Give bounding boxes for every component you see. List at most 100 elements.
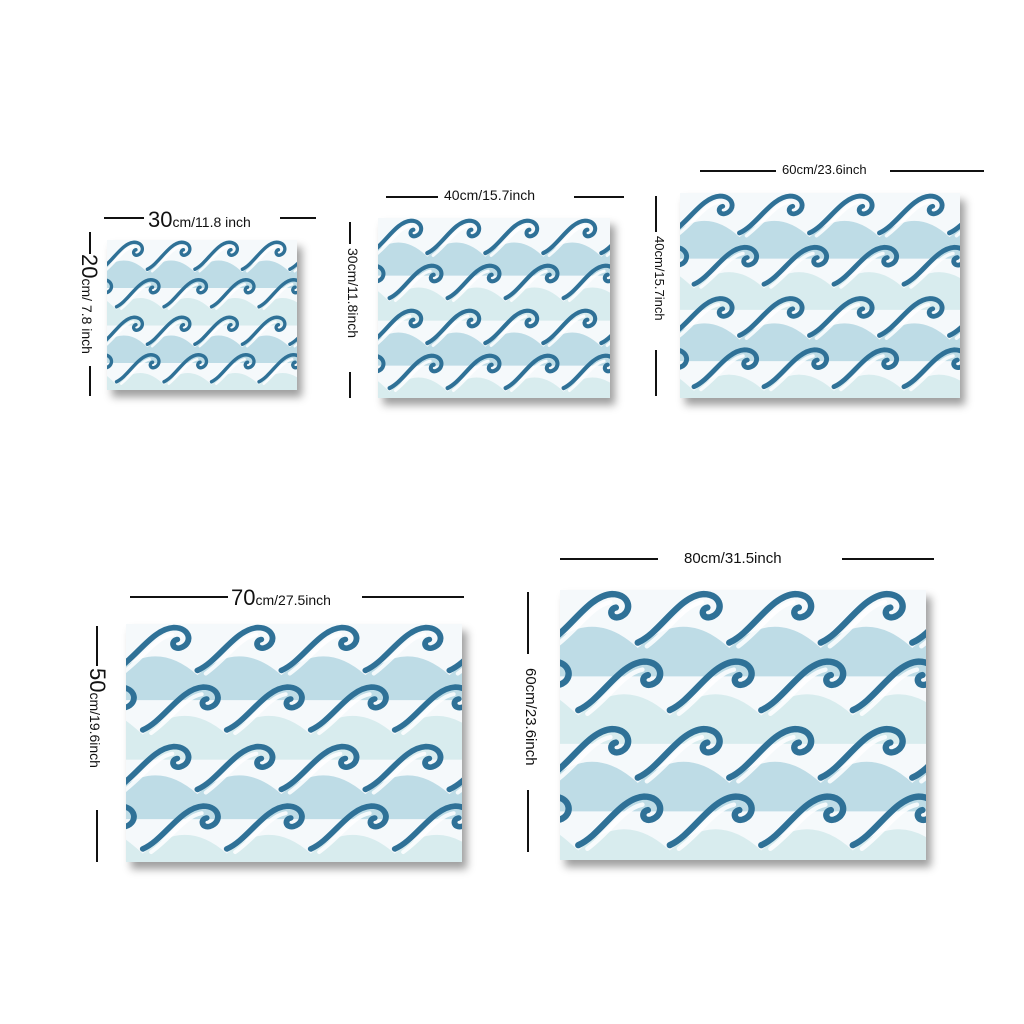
wave-foam bbox=[547, 224, 586, 257]
wave-curl bbox=[877, 296, 945, 338]
wave-foam bbox=[699, 251, 745, 289]
wave-foam bbox=[287, 751, 343, 795]
wave-foam bbox=[769, 251, 815, 289]
height-dimension-line-top bbox=[89, 232, 91, 254]
width-dimension-line-left bbox=[560, 558, 658, 560]
wave-curl bbox=[114, 277, 161, 309]
wave-curl bbox=[575, 658, 664, 714]
wave-foam bbox=[451, 359, 490, 392]
wave-foam bbox=[509, 359, 548, 392]
wave-foam bbox=[431, 314, 470, 347]
wave-foam bbox=[262, 358, 294, 385]
wave-curl bbox=[145, 240, 192, 271]
wave-curl bbox=[107, 240, 144, 267]
height-dimension-line-bottom bbox=[96, 810, 98, 862]
wave-curl bbox=[560, 794, 572, 823]
wave-foam bbox=[431, 224, 470, 257]
wave-foam bbox=[317, 811, 372, 855]
wave-foam bbox=[378, 314, 412, 345]
canvas-preview-30x20 bbox=[107, 240, 297, 390]
wave-curl bbox=[503, 263, 560, 301]
wave-art bbox=[560, 590, 926, 860]
wave-foam bbox=[245, 320, 277, 348]
wave-foam bbox=[262, 283, 294, 310]
canvas-preview-40x30 bbox=[378, 218, 610, 398]
height-dimension-line-bottom bbox=[349, 372, 351, 398]
wave-foam bbox=[489, 224, 528, 257]
wave-foam bbox=[167, 358, 199, 385]
height-label-2: 30cm/11.8inch bbox=[345, 248, 361, 339]
wave-curl bbox=[391, 803, 462, 852]
wave-curl bbox=[901, 244, 960, 287]
wave-foam bbox=[680, 200, 721, 236]
wave-curl bbox=[378, 264, 386, 284]
wave-curl bbox=[194, 743, 276, 793]
wave-curl bbox=[387, 353, 444, 391]
height-dimension-line-top bbox=[655, 196, 657, 232]
wave-curl bbox=[541, 218, 598, 256]
wave-curl bbox=[666, 658, 755, 714]
wave-curl bbox=[240, 240, 287, 271]
width-label-4: 70cm/27.5inch bbox=[231, 585, 331, 610]
wave-curl bbox=[849, 658, 926, 714]
wave-curl bbox=[726, 725, 815, 781]
wave-curl bbox=[761, 347, 829, 390]
wave-curl bbox=[223, 684, 305, 733]
wave-foam bbox=[371, 751, 427, 795]
wave-foam bbox=[859, 802, 920, 851]
wave-foam bbox=[107, 245, 135, 271]
wave-curl bbox=[691, 347, 759, 390]
wave-curl bbox=[362, 624, 444, 674]
wave-wash bbox=[560, 829, 926, 860]
wave-foam bbox=[371, 632, 427, 676]
wave-curl bbox=[126, 804, 137, 830]
canvas-preview-70x50 bbox=[126, 624, 462, 862]
wave-foam bbox=[699, 354, 745, 392]
wave-foam bbox=[644, 599, 705, 649]
wave-foam bbox=[317, 692, 372, 736]
wave-art bbox=[107, 240, 297, 390]
height-dimension-line-top bbox=[527, 592, 529, 654]
wave-curl bbox=[257, 352, 297, 384]
wave-foam bbox=[680, 303, 721, 338]
wave-curl bbox=[680, 296, 735, 332]
height-label-1: 20cm/ 7.8 inch bbox=[77, 254, 102, 354]
wave-curl bbox=[126, 685, 137, 711]
wave-foam bbox=[167, 283, 199, 310]
wave-foam bbox=[768, 802, 828, 851]
wave-curl bbox=[541, 308, 598, 346]
wave-wash bbox=[126, 716, 462, 760]
width-label-5: 80cm/31.5inch bbox=[684, 550, 782, 567]
wave-foam bbox=[827, 734, 888, 784]
wave-curl bbox=[807, 296, 875, 338]
wave-curl bbox=[223, 803, 305, 852]
wave-curl bbox=[560, 725, 632, 773]
wave-wash bbox=[680, 374, 960, 398]
height-dimension-line-bottom bbox=[89, 366, 91, 396]
wave-foam bbox=[198, 320, 230, 348]
wave-art bbox=[126, 624, 462, 862]
width-label-1: 30cm/11.8 inch bbox=[148, 207, 251, 232]
wave-curl bbox=[849, 793, 926, 849]
wave-foam bbox=[126, 632, 175, 673]
wave-foam bbox=[245, 245, 277, 273]
wave-curl bbox=[378, 308, 424, 340]
width-dimension-line-right bbox=[574, 196, 624, 198]
wave-curl bbox=[634, 590, 723, 646]
width-dimension-line-left bbox=[700, 170, 776, 172]
wave-curl bbox=[807, 193, 875, 236]
wave-curl bbox=[560, 659, 572, 688]
wave-curl bbox=[726, 590, 815, 646]
wave-curl bbox=[666, 793, 755, 849]
wave-foam bbox=[676, 802, 737, 851]
height-label-3: 40cm/15.7inch bbox=[652, 236, 667, 321]
height-dimension-line-top bbox=[349, 222, 351, 244]
wave-curl bbox=[831, 347, 899, 390]
wave-wash bbox=[107, 372, 297, 390]
wave-curl bbox=[391, 684, 462, 733]
wave-curl bbox=[561, 353, 610, 391]
wave-foam bbox=[909, 354, 955, 392]
width-dimension-line-right bbox=[842, 558, 934, 560]
wave-foam bbox=[401, 811, 456, 855]
wave-curl bbox=[634, 725, 723, 781]
